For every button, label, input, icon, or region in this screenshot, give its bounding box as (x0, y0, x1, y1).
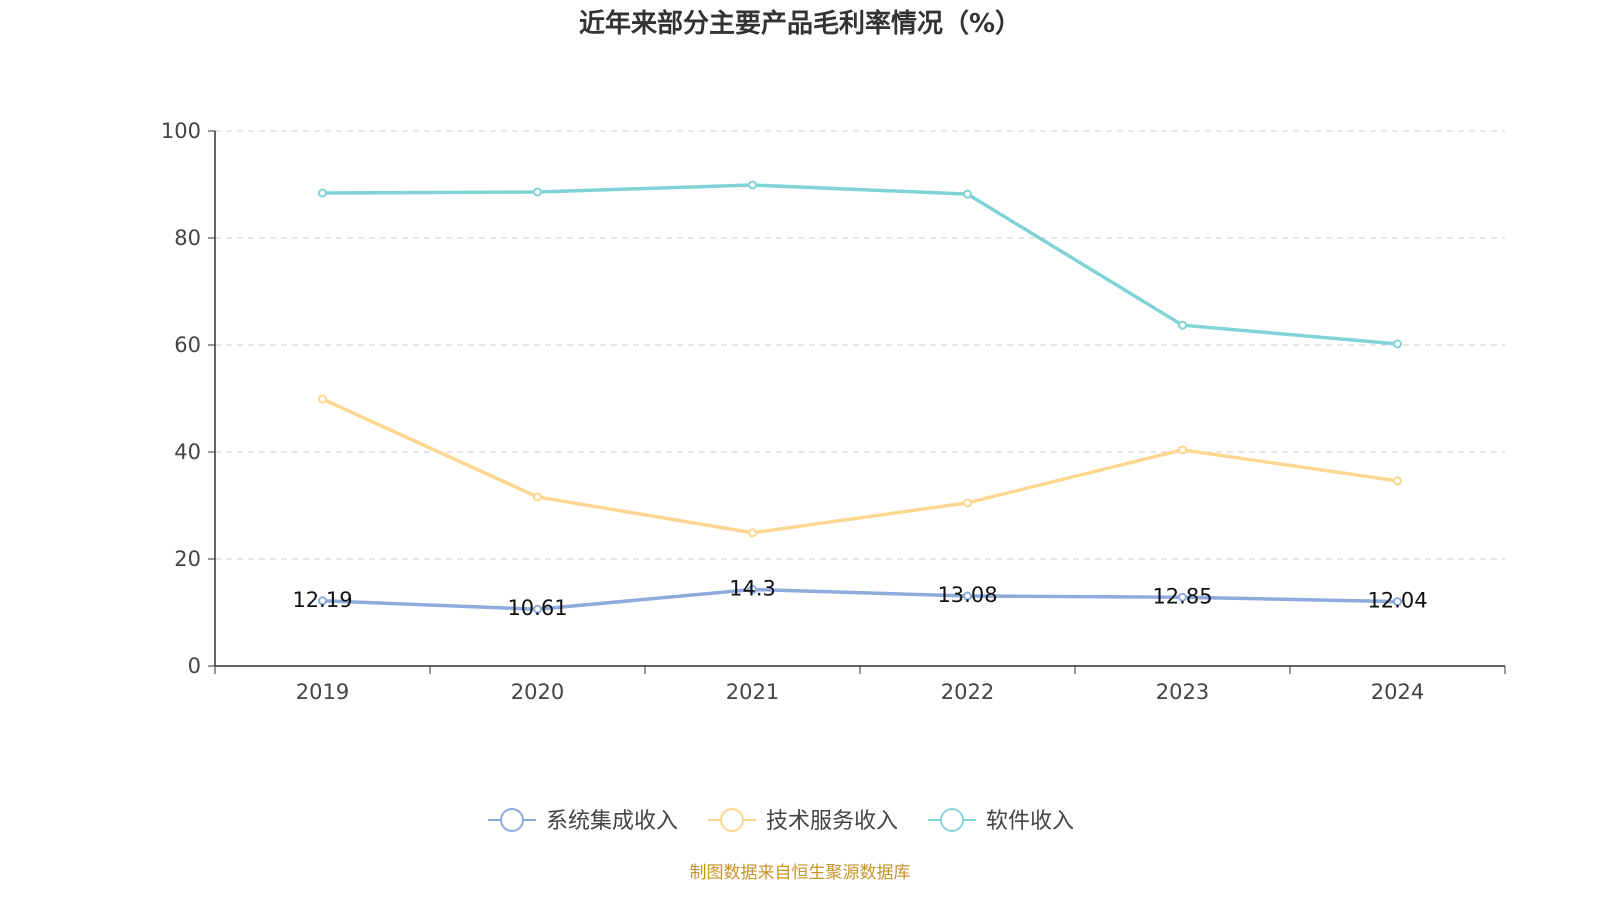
data-point (533, 492, 542, 502)
y-tick-label: 20 (174, 547, 201, 571)
series-line (321, 397, 1398, 535)
data-point (318, 596, 327, 606)
x-tick-label: 2019 (296, 680, 349, 704)
legend-item: 软件收入 (928, 808, 1074, 834)
x-tick-label: 2023 (1156, 680, 1209, 704)
data-point (1178, 592, 1187, 602)
data-point (1393, 476, 1402, 486)
data-point (1393, 597, 1402, 607)
data-point (748, 180, 757, 190)
x-tick-label: 2022 (941, 680, 994, 704)
y-tick-label: 40 (174, 440, 201, 464)
data-label: 12.04 (1367, 589, 1427, 613)
y-tick-label: 100 (161, 119, 201, 143)
x-tick-label: 2021 (726, 680, 779, 704)
data-point (318, 188, 327, 198)
data-label: 14.3 (729, 576, 776, 600)
series-line (322, 183, 1398, 346)
data-point (1393, 339, 1402, 349)
data-label: 13.08 (937, 583, 997, 607)
source-note: 制图数据来自恒生聚源数据库 (690, 863, 911, 883)
legend-label: 软件收入 (986, 809, 1074, 834)
legend-label: 技术服务收入 (766, 809, 898, 834)
legend-label: 系统集成收入 (546, 809, 678, 834)
series-line (322, 587, 1398, 611)
data-point (533, 187, 542, 197)
data-point (963, 591, 972, 601)
legend-item: 技术服务收入 (708, 808, 898, 834)
y-tick-label: 60 (174, 333, 201, 357)
legend-marker-icon (500, 808, 524, 832)
data-point (318, 394, 327, 404)
data-point (533, 604, 542, 614)
data-point (1178, 320, 1187, 330)
data-label: 10.61 (507, 596, 567, 620)
data-point (1178, 445, 1187, 455)
x-tick-label: 2020 (511, 680, 564, 704)
data-point (748, 584, 757, 594)
chart-title: 近年来部分主要产品毛利率情况（%） (579, 8, 1021, 39)
x-tick-label: 2024 (1371, 680, 1424, 704)
data-label: 12.19 (292, 588, 352, 612)
legend-marker-icon (720, 808, 744, 832)
y-tick-label: 0 (188, 654, 201, 678)
legend-item: 系统集成收入 (488, 808, 678, 834)
data-label: 12.85 (1152, 584, 1212, 608)
y-tick-label: 80 (174, 226, 201, 250)
data-point (748, 528, 757, 538)
data-point (963, 498, 972, 508)
legend-marker-icon (940, 808, 964, 832)
data-point (963, 189, 972, 199)
